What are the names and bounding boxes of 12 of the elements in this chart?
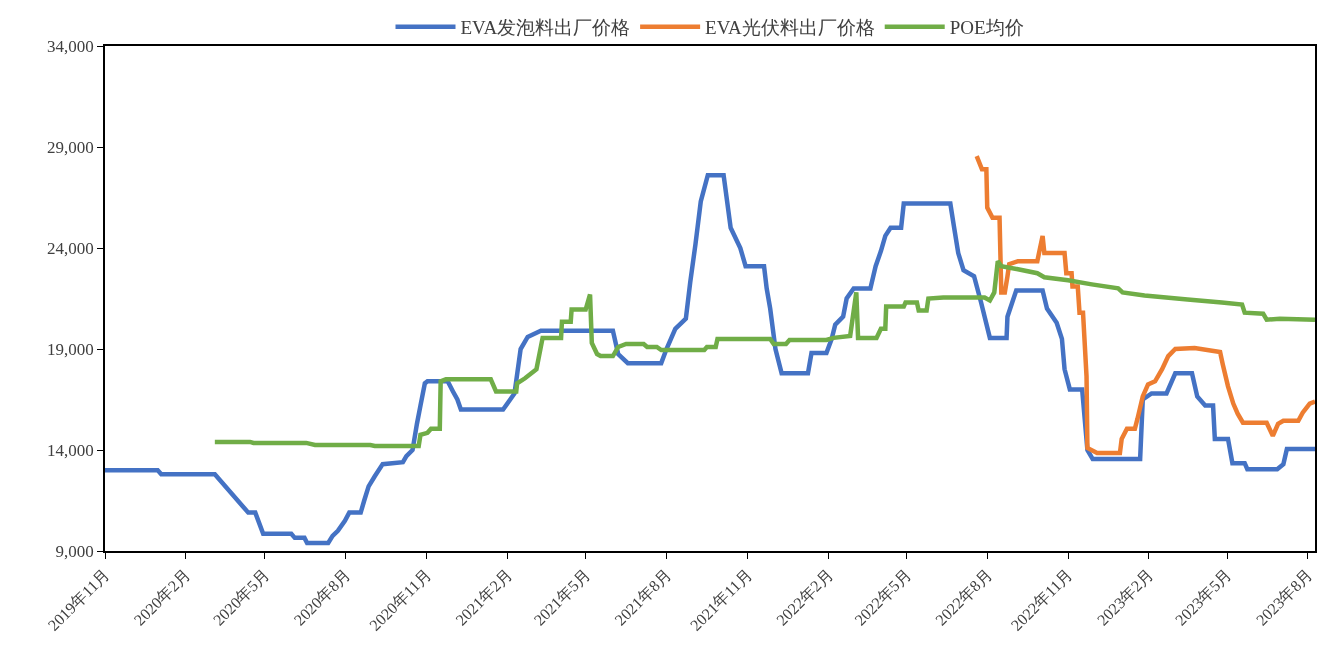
line-series <box>974 153 1315 456</box>
y-tick-label: 9,000 <box>55 541 94 561</box>
y-tick-label: 19,000 <box>47 339 94 359</box>
y-tick-label: 24,000 <box>47 238 94 258</box>
line-series <box>105 173 1315 546</box>
y-tick-label: 14,000 <box>47 440 94 460</box>
line-series <box>212 258 1315 449</box>
legend-label: POE均价 <box>949 17 1024 39</box>
legend-label: EVA光伏料出厂价格 <box>705 17 875 39</box>
y-tick-label: 34,000 <box>47 36 94 56</box>
y-tick-label: 29,000 <box>47 137 94 157</box>
legend-label: EVA发泡料出厂价格 <box>460 17 631 39</box>
